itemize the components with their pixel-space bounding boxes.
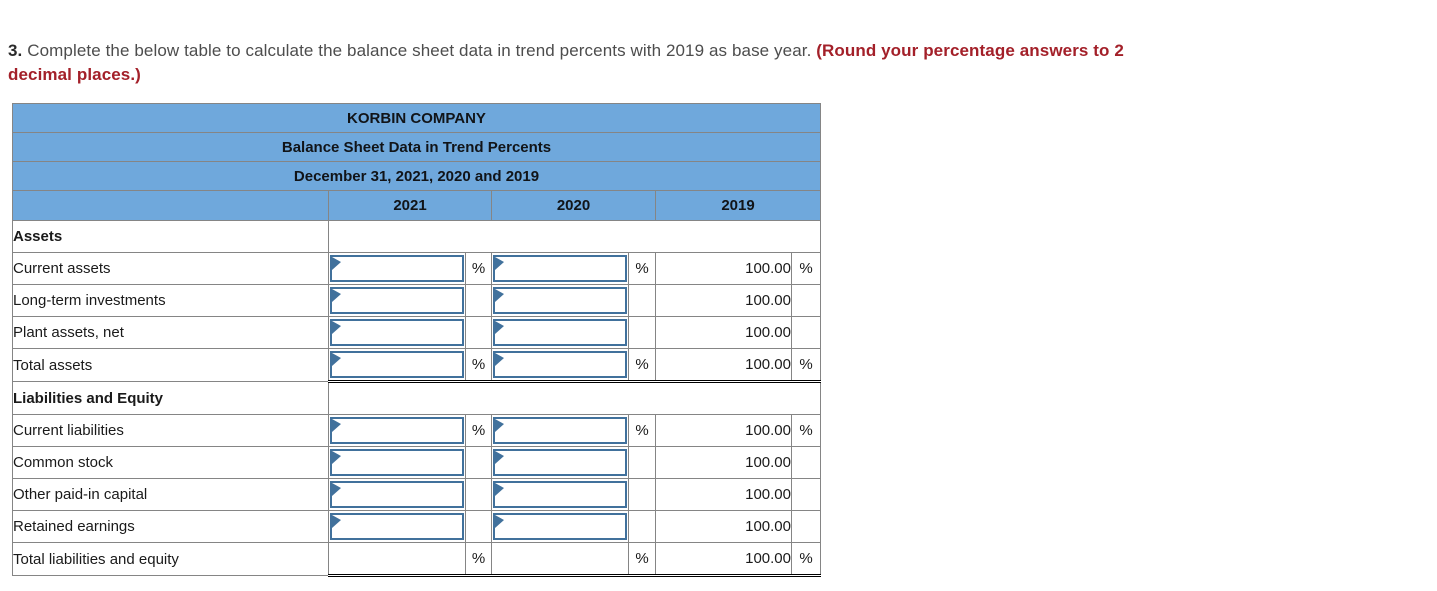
row-label-long-term-investments: Long-term investments [12,284,329,317]
input-2021-current-liabilities[interactable] [332,419,462,442]
pct-2021-total-liabilities-and-equity: % [465,542,492,577]
row-label-retained-earnings: Retained earnings [12,510,329,543]
cell-2021-long-term-investments [328,284,466,317]
input-2020-retained-earnings[interactable] [495,515,625,538]
cell-2020-other-paid-in-capital [491,478,629,511]
year-header-blank [12,190,329,221]
cell-2021-retained-earnings [328,510,466,543]
pct-2021-current-liabilities: % [465,414,492,447]
value-2019-total-assets: 100.00 [655,348,792,383]
pct-2020-other-paid-in-capital [628,478,656,511]
pct-2019-total-assets: % [791,348,821,383]
cell-2020-common-stock [491,446,629,479]
pct-2020-current-assets: % [628,252,656,285]
pct-2019-plant-assets-net [791,316,821,349]
value-2019-plant-assets-net: 100.00 [655,316,792,349]
cell-2020-current-liabilities [491,414,629,447]
pct-2020-total-assets: % [628,348,656,383]
row-label-assets: Assets [12,220,329,253]
row-label-liabilities-and-equity: Liabilities and Equity [12,381,329,415]
trend-percents-table: KORBIN COMPANY Balance Sheet Data in Tre… [12,103,821,577]
value-2019-retained-earnings: 100.00 [655,510,792,543]
row-label-total-liabilities-and-equity: Total liabilities and equity [12,542,329,576]
input-2020-plant-assets-net[interactable] [495,321,625,344]
problem-text: Complete the below table to calculate th… [22,41,817,60]
table-title-subtitle: Balance Sheet Data in Trend Percents [12,132,821,162]
pct-2019-total-liabilities-and-equity: % [791,542,821,577]
value-2019-total-liabilities-and-equity: 100.00 [655,542,792,577]
row-label-current-liabilities: Current liabilities [12,414,329,447]
row-label-other-paid-in-capital: Other paid-in capital [12,478,329,511]
pct-2021-current-assets: % [465,252,492,285]
row-label-current-assets: Current assets [12,252,329,285]
input-2020-total-assets[interactable] [495,353,625,376]
value-2019-current-assets: 100.00 [655,252,792,285]
pct-2020-total-liabilities-and-equity: % [628,542,656,577]
cell-2020-retained-earnings [491,510,629,543]
input-2020-common-stock[interactable] [495,451,625,474]
year-header-2019: 2019 [655,190,821,221]
year-header-2020: 2020 [491,190,656,221]
value-2019-current-liabilities: 100.00 [655,414,792,447]
input-2021-other-paid-in-capital[interactable] [332,483,462,506]
cell-2020-total-assets [491,348,629,383]
table-title-dateline: December 31, 2021, 2020 and 2019 [12,161,821,191]
cell-2021-total-liabilities-and-equity [328,542,466,577]
cell-2020-current-assets [491,252,629,285]
input-2021-common-stock[interactable] [332,451,462,474]
input-2020-other-paid-in-capital[interactable] [495,483,625,506]
year-header-2021: 2021 [328,190,492,221]
pct-2020-current-liabilities: % [628,414,656,447]
section-spacer-assets [328,220,821,253]
cell-2021-plant-assets-net [328,316,466,349]
input-2020-current-assets[interactable] [495,257,625,280]
cell-2020-plant-assets-net [491,316,629,349]
pct-2020-common-stock [628,446,656,479]
pct-2021-total-assets: % [465,348,492,383]
pct-2020-plant-assets-net [628,316,656,349]
input-2021-plant-assets-net[interactable] [332,321,462,344]
input-2021-retained-earnings[interactable] [332,515,462,538]
problem-statement: 3. Complete the below table to calculate… [8,39,1183,87]
problem-number: 3. [8,41,23,60]
pct-2019-other-paid-in-capital [791,478,821,511]
cell-2021-common-stock [328,446,466,479]
table-title-company: KORBIN COMPANY [12,103,821,133]
cell-2020-total-liabilities-and-equity [491,542,629,577]
pct-2019-current-assets: % [791,252,821,285]
value-2019-long-term-investments: 100.00 [655,284,792,317]
problem-emphasis: (Round your percentage answers to 2 deci… [8,41,1124,84]
value-2019-common-stock: 100.00 [655,446,792,479]
pct-2021-other-paid-in-capital [465,478,492,511]
pct-2021-retained-earnings [465,510,492,543]
cell-2021-total-assets [328,348,466,383]
pct-2019-common-stock [791,446,821,479]
pct-2021-long-term-investments [465,284,492,317]
pct-2019-current-liabilities: % [791,414,821,447]
input-2021-long-term-investments[interactable] [332,289,462,312]
row-label-total-assets: Total assets [12,348,329,382]
pct-2019-retained-earnings [791,510,821,543]
row-label-plant-assets-net: Plant assets, net [12,316,329,349]
input-2021-current-assets[interactable] [332,257,462,280]
cell-2021-current-liabilities [328,414,466,447]
section-spacer-liabilities [328,381,821,415]
input-2020-long-term-investments[interactable] [495,289,625,312]
pct-2021-plant-assets-net [465,316,492,349]
pct-2020-retained-earnings [628,510,656,543]
cell-2020-long-term-investments [491,284,629,317]
input-2020-current-liabilities[interactable] [495,419,625,442]
pct-2019-long-term-investments [791,284,821,317]
row-label-common-stock: Common stock [12,446,329,479]
pct-2021-common-stock [465,446,492,479]
value-2019-other-paid-in-capital: 100.00 [655,478,792,511]
pct-2020-long-term-investments [628,284,656,317]
input-2021-total-assets[interactable] [332,353,462,376]
cell-2021-current-assets [328,252,466,285]
cell-2021-other-paid-in-capital [328,478,466,511]
